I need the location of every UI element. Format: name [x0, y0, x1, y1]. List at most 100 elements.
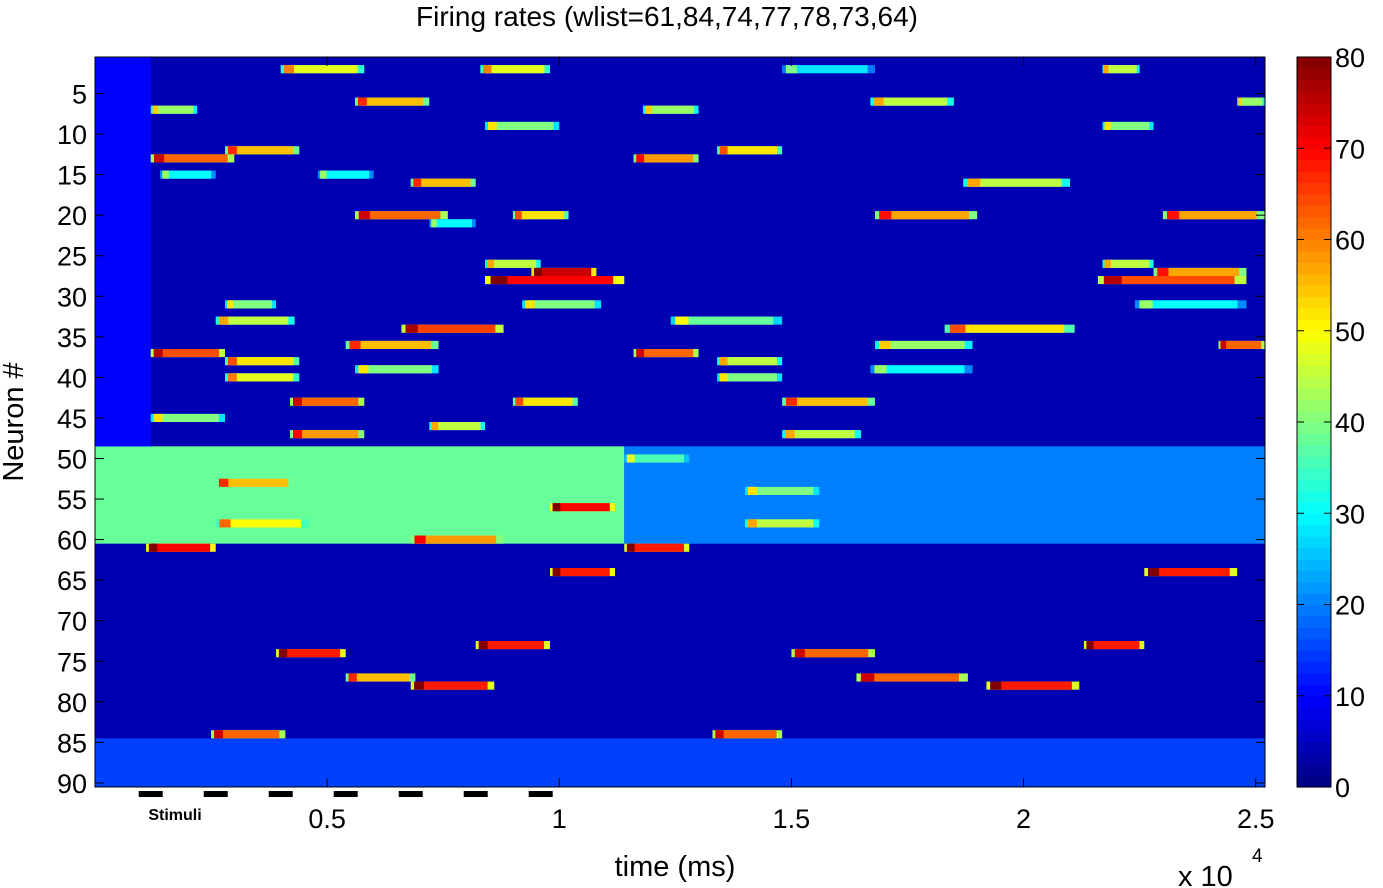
colorbar-segment: [1297, 444, 1331, 457]
heatmap-burst-peak: [967, 178, 981, 187]
heatmap-burst-core: [222, 316, 289, 325]
heatmap-burst-peak: [785, 397, 797, 406]
heatmap-burst-core: [629, 543, 685, 552]
y-tick-label: 5: [72, 80, 87, 110]
colorbar-segment: [1297, 285, 1331, 298]
x-axis-label: time (ms): [615, 851, 736, 883]
heatmap-burst-core: [489, 259, 537, 268]
y-tick-label: 85: [57, 728, 87, 758]
colorbar-segment: [1297, 193, 1331, 206]
heatmap-burst-peak: [487, 121, 497, 130]
heatmap-burst-peak: [1139, 300, 1153, 309]
heatmap-burst-core: [722, 146, 777, 155]
stimulus-marker: [138, 791, 163, 797]
heatmap-burst-peak: [219, 519, 231, 528]
heatmap-burst-peak: [348, 673, 357, 682]
heatmap-area: [95, 57, 1265, 787]
heatmap-burst-core: [517, 211, 565, 220]
heatmap-burst-core: [718, 730, 777, 739]
colorbar-segment: [1297, 570, 1331, 583]
heatmap-burst-peak: [320, 170, 327, 179]
heatmap-burst-core: [409, 324, 496, 333]
heatmap-burst-core: [722, 357, 777, 366]
heatmap-burst-core: [955, 324, 1065, 333]
heatmap-burst-core: [485, 65, 545, 74]
heatmap-burst-core: [555, 568, 610, 577]
heatmap-burst-peak: [490, 276, 508, 285]
colorbar-segment: [1297, 729, 1331, 742]
heatmap-burst-core: [555, 503, 610, 512]
colorbar-segment: [1297, 718, 1331, 731]
heatmap-burst-core: [164, 170, 212, 179]
colorbar-segment: [1297, 205, 1331, 218]
colorbar-segment: [1297, 638, 1331, 651]
colorbar-tick-label: 70: [1335, 134, 1365, 164]
heatmap-burst-core: [295, 430, 359, 439]
heatmap-burst-core: [156, 413, 220, 422]
colorbar-segment: [1297, 695, 1331, 708]
heatmap-burst-peak: [292, 397, 302, 406]
heatmap-burst-core: [223, 519, 302, 528]
heatmap-region: [95, 57, 151, 447]
y-tick-label: 90: [57, 769, 87, 799]
heatmap-burst-core: [638, 349, 694, 358]
y-tick-label: 15: [57, 161, 87, 191]
colorbar-tick-label: 40: [1335, 408, 1365, 438]
y-tick-label: 25: [57, 242, 87, 272]
heatmap-burst-core: [230, 373, 294, 382]
colorbar-tick-label: 10: [1335, 682, 1365, 712]
heatmap-burst-peak: [874, 365, 887, 374]
heatmap-burst-peak: [227, 300, 234, 309]
colorbar-segment: [1297, 57, 1331, 70]
heatmap-burst-core: [351, 673, 410, 682]
colorbar-segment: [1297, 524, 1331, 537]
heatmap-burst-core: [647, 105, 695, 114]
heatmap-burst-peak: [949, 324, 966, 333]
y-tick-label: 75: [57, 647, 87, 677]
heatmap-burst-peak: [785, 430, 795, 439]
colorbar-segment: [1297, 68, 1331, 81]
y-axis-ticks: 5 10 15 20 25 30 35 40 45 50 55 60 65 70 75 80 85 90: [57, 80, 1265, 799]
colorbar-segment: [1297, 456, 1331, 469]
heatmap-burst-core: [865, 673, 959, 682]
heatmap-burst-core: [154, 105, 194, 114]
heatmap-burst-core: [295, 397, 359, 406]
y-tick-label: 35: [57, 323, 87, 353]
heatmap-burst-core: [151, 543, 211, 552]
stimuli-label: Stimuli: [148, 807, 201, 824]
x-multiplier-exponent: 4: [1252, 846, 1263, 867]
x-axis-ticks: 0.5 1 1.5 2 2.5: [308, 57, 1274, 834]
heatmap-burst-core: [798, 649, 869, 658]
heatmap-burst-peak: [214, 730, 223, 739]
heatmap-burst-peak: [715, 730, 724, 739]
stimulus-marker: [463, 791, 488, 797]
heatmap-burst-peak: [413, 178, 422, 187]
heatmap-burst-peak: [515, 397, 524, 406]
stimuli-markers: [138, 791, 553, 797]
heatmap-burst-peak: [626, 454, 635, 463]
heatmap-burst-core: [750, 519, 814, 528]
heatmap-burst-core: [362, 211, 441, 220]
heatmap-burst-core: [322, 170, 370, 179]
heatmap-burst-peak: [162, 170, 169, 179]
heatmap-burst-peak: [552, 503, 561, 512]
plot-frame: [94, 56, 1266, 788]
heatmap-burst-peak: [1148, 568, 1160, 577]
heatmap-burst-peak: [1104, 121, 1111, 130]
y-axis-label: Neuron #: [0, 362, 30, 481]
heatmap-burst-peak: [747, 519, 757, 528]
heatmap-burst-peak: [358, 211, 370, 220]
heatmap-burst-peak: [1103, 276, 1122, 285]
heatmap-burst-peak: [1238, 97, 1242, 106]
colorbar-segment: [1297, 114, 1331, 127]
colorbar-tick-label: 60: [1335, 226, 1365, 256]
heatmap-burst-core: [1161, 267, 1239, 276]
heatmap-burst-core: [1222, 340, 1262, 349]
heatmap-burst-peak: [1104, 259, 1111, 268]
heatmap-burst-core: [971, 178, 1062, 187]
colorbar-segment: [1297, 672, 1331, 685]
heatmap-burst-peak: [636, 349, 644, 358]
stimulus-marker: [398, 791, 423, 797]
heatmap-burst-core: [360, 97, 424, 106]
y-tick-label: 80: [57, 688, 87, 718]
